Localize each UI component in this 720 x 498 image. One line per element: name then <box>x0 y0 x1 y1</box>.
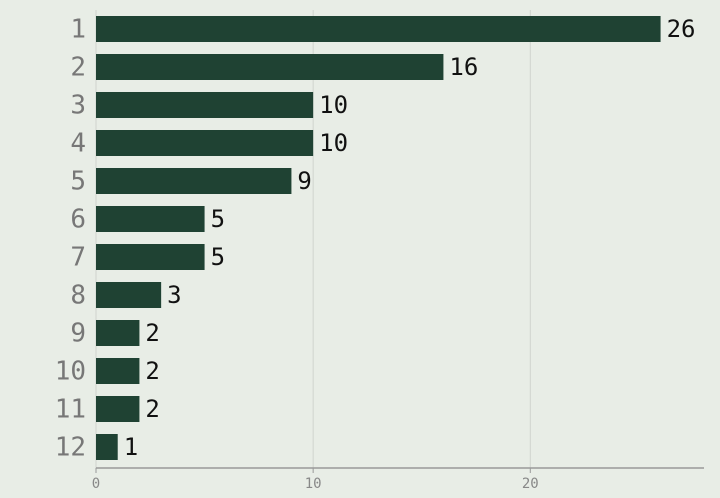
y-tick-label: 6 <box>70 205 86 235</box>
bar <box>96 130 314 156</box>
y-tick-label: 2 <box>70 53 86 83</box>
x-tick-label: 20 <box>522 476 539 492</box>
y-tick-label: 11 <box>55 395 86 425</box>
y-tick-label: 10 <box>55 357 86 387</box>
y-tick-label: 4 <box>70 129 86 159</box>
y-tick-label: 3 <box>70 91 86 121</box>
y-tick-label: 9 <box>70 319 86 349</box>
value-label: 5 <box>211 243 225 271</box>
bar <box>96 54 444 80</box>
bar <box>96 320 140 346</box>
value-label: 3 <box>167 281 181 309</box>
bar <box>96 16 661 42</box>
bar <box>96 206 205 232</box>
x-tick-label: 10 <box>305 476 322 492</box>
bar <box>96 434 118 460</box>
y-tick-label: 5 <box>70 167 86 197</box>
y-tick-label: 1 <box>70 15 86 45</box>
value-label: 2 <box>145 395 159 423</box>
x-tick-label: 0 <box>92 476 100 492</box>
bar <box>96 396 140 422</box>
value-label: 1 <box>124 433 138 461</box>
y-tick-label: 7 <box>70 243 86 273</box>
value-label: 26 <box>667 15 696 43</box>
value-label: 2 <box>145 319 159 347</box>
value-label: 9 <box>297 167 311 195</box>
value-label: 2 <box>145 357 159 385</box>
bar <box>96 244 205 270</box>
value-label: 5 <box>211 205 225 233</box>
value-label: 10 <box>319 91 348 119</box>
y-tick-label: 8 <box>70 281 86 311</box>
y-tick-label: 12 <box>55 433 86 463</box>
bar <box>96 358 140 384</box>
bar <box>96 282 162 308</box>
value-label: 16 <box>449 53 478 81</box>
bar <box>96 92 314 118</box>
bar <box>96 168 292 194</box>
value-label: 10 <box>319 129 348 157</box>
